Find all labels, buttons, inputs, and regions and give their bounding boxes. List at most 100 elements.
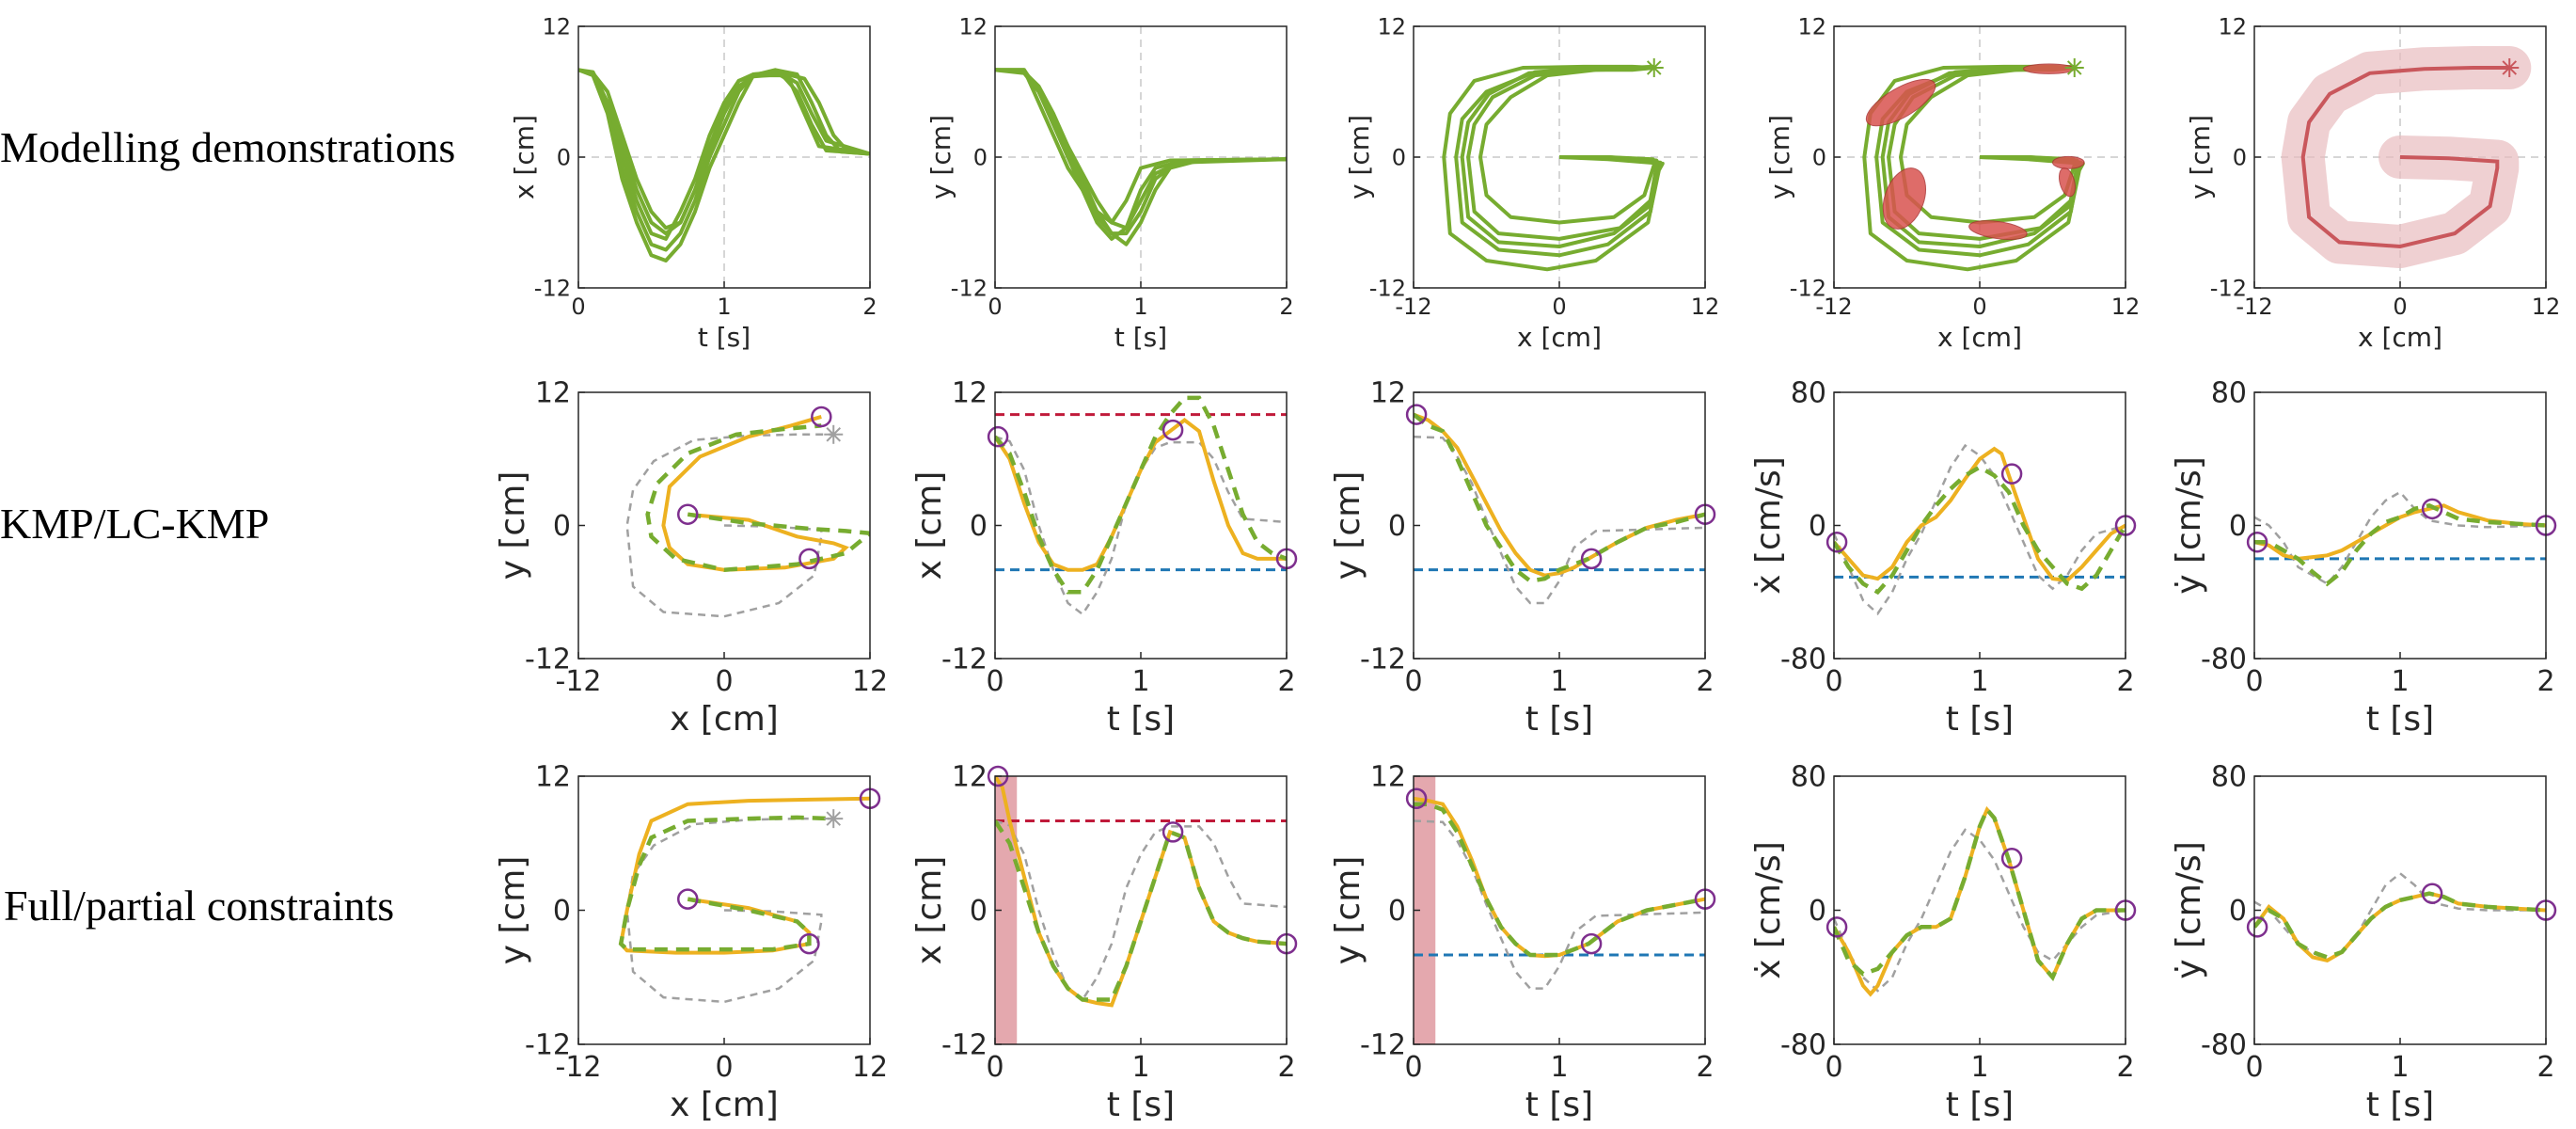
x-tick-label: 1 <box>1133 294 1147 320</box>
x-axis-label: t [s] <box>1107 1086 1175 1124</box>
plot-area-r3c2 <box>995 776 1287 1044</box>
chart-r2c1: -12 0 12 -12 0 12 x [cm] y [cm] <box>494 377 888 739</box>
demonstration-line <box>578 68 870 252</box>
y-tick-label: 12 <box>2218 13 2247 40</box>
y-axis-label: x [cm] <box>910 471 949 580</box>
x-tick-label: 12 <box>2532 294 2561 320</box>
x-tick-label: 12 <box>852 665 888 698</box>
reference-trajectory <box>2254 871 2546 962</box>
x-tick-label: -12 <box>1395 294 1431 320</box>
lc-kmp-trajectory <box>1834 446 2126 582</box>
marker-stroke <box>2066 60 2082 75</box>
kmp-trajectory <box>995 395 1287 595</box>
end-point-marker <box>1644 58 1664 78</box>
x-tick-label: 1 <box>1970 665 1988 698</box>
x-tick-label: 0 <box>1552 294 1566 320</box>
via-point <box>1825 531 1848 553</box>
x-axis-label: t [s] <box>1525 700 1593 739</box>
y-axis-label: y [cm] <box>925 115 956 199</box>
x-tick-label: 0 <box>2245 665 2263 698</box>
y-tick-label: 0 <box>1812 144 1826 170</box>
x-tick-label: 0 <box>1404 1051 1422 1084</box>
plot-area-r3c1 <box>618 796 870 1004</box>
plot-area-r2c3 <box>1414 412 1705 605</box>
x-tick-label: 12 <box>2111 294 2141 320</box>
y-tick-label: -12 <box>1369 275 1406 301</box>
x-tick-label: 1 <box>1131 665 1149 698</box>
y-tick-label: -12 <box>2210 275 2247 301</box>
y-axis-label: ẋ [cm/s] <box>1749 456 1788 595</box>
x-tick-label: 2 <box>1277 1051 1295 1084</box>
y-tick-label: 0 <box>1809 895 1826 928</box>
demonstration-line <box>578 68 870 262</box>
shaded-region <box>1414 776 1436 1044</box>
plot-area-r1c1 <box>578 26 870 288</box>
x-axis-label: t [s] <box>1107 700 1175 739</box>
x-tick-label: 2 <box>2116 665 2134 698</box>
demonstration-line <box>578 68 870 236</box>
via-point <box>2421 883 2443 904</box>
y-axis-label: y [cm] <box>494 471 532 580</box>
y-tick-label: 12 <box>1370 761 1406 794</box>
via-point <box>811 405 832 428</box>
y-axis-label: y [cm] <box>494 856 532 965</box>
x-tick-label: -12 <box>2236 294 2272 320</box>
x-tick-label: 0 <box>1825 1051 1842 1084</box>
reference-trajectory <box>995 819 1287 1002</box>
kmp-trajectory <box>2254 502 2546 587</box>
via-point <box>1580 932 1603 955</box>
kmp-trajectory <box>1834 465 2126 596</box>
x-axis-label: t [s] <box>1946 1086 2014 1124</box>
via-point <box>1162 821 1184 843</box>
demonstration-line <box>1862 64 2085 272</box>
x-axis-label: x [cm] <box>670 1086 779 1124</box>
x-tick-label: -12 <box>556 665 602 698</box>
lc-kmp-trajectory <box>619 796 870 955</box>
via-point <box>2000 848 2023 869</box>
end-point-marker <box>824 809 844 829</box>
kmp-trajectory <box>2254 891 2546 960</box>
x-tick-label: 0 <box>988 294 1002 320</box>
axes-frame <box>2253 775 2547 1045</box>
x-tick-label: 0 <box>2245 1051 2263 1084</box>
via-point <box>2246 916 2268 938</box>
axes-frame <box>2253 391 2547 660</box>
y-tick-label: 12 <box>1377 13 1406 40</box>
plot-area-r3c5 <box>2254 871 2546 963</box>
lc-kmp-trajectory <box>1414 412 1705 578</box>
reference-trajectory <box>1834 443 2126 616</box>
axes-frame <box>1833 391 2126 660</box>
kmp-trajectory <box>645 423 870 572</box>
y-axis-label: ẏ [cm/s] <box>2170 841 2208 979</box>
axes-frame <box>994 391 1288 660</box>
y-axis-label: y [cm] <box>1329 471 1367 580</box>
lc-kmp-trajectory <box>2254 503 2546 561</box>
lc-kmp-trajectory <box>2254 891 2546 963</box>
y-tick-label: -80 <box>2201 1029 2247 1062</box>
y-tick-label: 0 <box>973 144 988 170</box>
x-tick-label: 0 <box>571 294 585 320</box>
x-tick-label: 1 <box>1550 665 1568 698</box>
via-point <box>1580 548 1603 570</box>
y-tick-label: 0 <box>1392 144 1406 170</box>
row-label-modelling: Modelling demonstrations <box>0 123 455 171</box>
via-point <box>798 548 820 570</box>
y-tick-label: 0 <box>970 510 988 543</box>
y-tick-label: 12 <box>952 377 988 410</box>
plot-area-r1c4 <box>1834 26 2126 288</box>
chart-r3c1: -12 0 12 -12 0 12 x [cm] y [cm] <box>494 761 888 1125</box>
x-tick-label: 0 <box>1825 665 1842 698</box>
lc-kmp-trajectory <box>995 417 1287 572</box>
end-point-marker <box>2500 58 2520 78</box>
marker-stroke <box>826 811 842 826</box>
via-point <box>1405 404 1428 425</box>
y-tick-label: -12 <box>1360 1029 1406 1062</box>
y-axis-label: x [cm] <box>910 856 949 965</box>
